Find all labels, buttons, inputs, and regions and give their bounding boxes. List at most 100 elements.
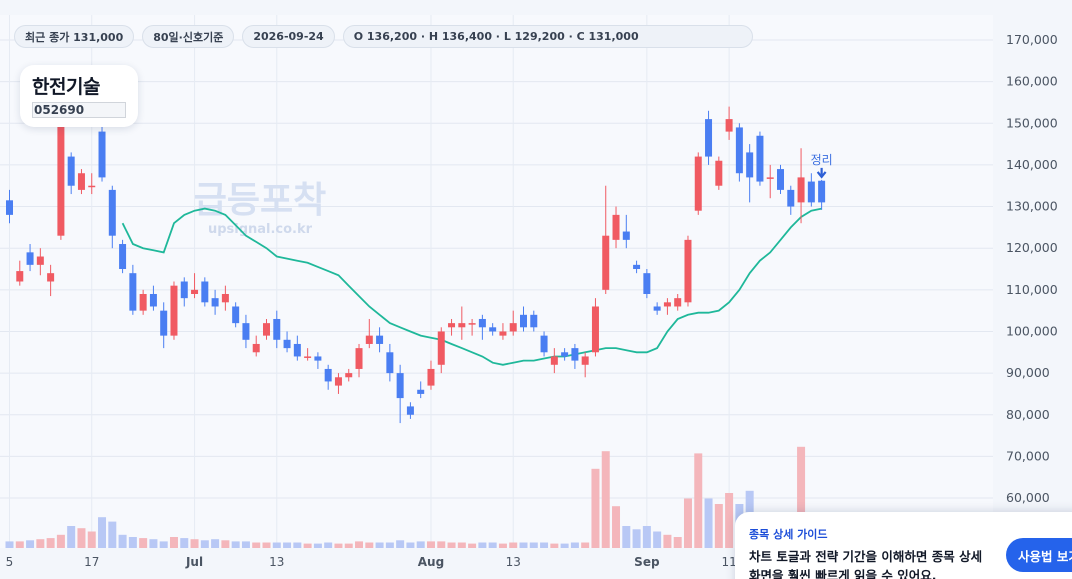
candle-body: [139, 293, 147, 311]
volume-bar: [797, 446, 806, 548]
candle-body: [345, 373, 353, 378]
volume-bar: [190, 539, 199, 548]
candle-body: [746, 152, 754, 178]
guide-button[interactable]: 사용법 보기: [1006, 538, 1072, 572]
candle-body: [334, 377, 342, 386]
date-tick-label: 13: [506, 555, 521, 569]
volume-bar: [385, 542, 394, 548]
candle-body: [129, 273, 137, 311]
volume-bar: [529, 542, 538, 548]
candle-body: [160, 310, 168, 336]
candle-body: [766, 177, 774, 179]
candle-body: [252, 343, 260, 353]
volume-bar: [581, 542, 590, 548]
moving-average-line: [121, 207, 822, 366]
candle-body: [293, 343, 301, 357]
candle-body: [365, 335, 373, 344]
candle-body: [663, 302, 671, 307]
candle-body: [304, 356, 312, 358]
date-tick-label: Jul: [185, 555, 203, 569]
volume-bar: [560, 543, 569, 548]
recent-close-pill: 최근 종가 131,000: [14, 25, 135, 48]
volume-bar: [642, 526, 651, 548]
candle-body: [807, 181, 815, 203]
price-tick-label: 140,000: [1006, 157, 1058, 172]
volume-bar: [612, 506, 621, 548]
candle-body: [396, 373, 404, 399]
volume-bar: [159, 541, 168, 548]
ticker-code: 052690: [32, 102, 126, 118]
volume-bar: [108, 521, 117, 548]
date-tick-label: 17: [84, 555, 99, 569]
volume-bar: [87, 531, 96, 548]
candle-body: [643, 273, 651, 294]
info-bar: 최근 종가 131,000 80일·신호기준 2026-09-24 O 136,…: [14, 25, 753, 48]
candle-body: [149, 293, 157, 307]
candle-body: [540, 335, 548, 353]
candle-body: [263, 323, 270, 336]
candle-body: [478, 318, 486, 328]
volume-bar: [683, 498, 692, 548]
volume-bar: [303, 543, 312, 548]
volume-bar: [344, 543, 353, 548]
volume-bar: [570, 542, 579, 548]
candle-body: [612, 214, 620, 240]
volume-bar: [437, 541, 446, 548]
volume-bar: [375, 542, 384, 548]
candle-body: [520, 314, 527, 328]
candle-body: [653, 306, 661, 311]
candle-body: [561, 352, 569, 357]
volume-bar: [26, 540, 35, 548]
volume-bar: [231, 541, 240, 548]
candle-body: [468, 323, 476, 325]
volume-bar: [632, 529, 641, 548]
candle-body: [232, 306, 240, 324]
ticker-card: 한전기술 052690: [20, 65, 138, 127]
date-tick-label: Aug: [418, 555, 444, 569]
volume-bar: [704, 498, 713, 548]
candle-body: [499, 331, 507, 336]
volume-bar: [5, 541, 14, 548]
price-tick-label: 80,000: [1006, 407, 1050, 422]
watermark-title: 급등포착: [194, 180, 326, 221]
price-tick-label: 60,000: [1006, 490, 1050, 505]
volume-bar: [313, 543, 322, 548]
volume-bar: [694, 453, 703, 548]
candle-body: [633, 264, 641, 270]
price-tick-label: 130,000: [1006, 199, 1058, 214]
volume-bar: [416, 541, 425, 548]
candle-body: [694, 156, 702, 211]
volume-bar: [139, 538, 148, 548]
volume-bar: [355, 541, 364, 548]
candle-body: [98, 131, 106, 178]
price-tick-label: 170,000: [1006, 32, 1058, 47]
volume-bar: [457, 542, 466, 548]
volume-bar: [673, 537, 682, 548]
candle-body: [602, 235, 610, 290]
price-axis-background: [993, 15, 1072, 548]
volume-bar: [46, 538, 55, 548]
price-tick-label: 100,000: [1006, 323, 1058, 338]
period-pill[interactable]: 80일·신호기준: [142, 25, 235, 48]
candle-body: [191, 289, 199, 294]
watermark-url: upsignal.co.kr: [208, 222, 313, 237]
date-tick-label: Sep: [634, 555, 660, 569]
volume-bar: [272, 542, 281, 548]
candle-body: [170, 285, 178, 336]
candle-body: [26, 252, 34, 265]
candle-body: [201, 281, 209, 303]
candle-body: [283, 339, 291, 349]
candle-body: [735, 127, 743, 174]
candle-body: [324, 368, 332, 382]
volume-bar: [334, 543, 343, 548]
volume-bar: [67, 526, 76, 548]
price-tick-label: 120,000: [1006, 240, 1058, 255]
volume-bar: [509, 542, 518, 548]
date-tick-label: 13: [269, 555, 284, 569]
candle-body: [376, 335, 384, 344]
ticker-name: 한전기술: [32, 76, 100, 98]
candle-body: [417, 389, 425, 394]
volume-bar: [714, 504, 723, 548]
volume-bar: [77, 528, 86, 548]
